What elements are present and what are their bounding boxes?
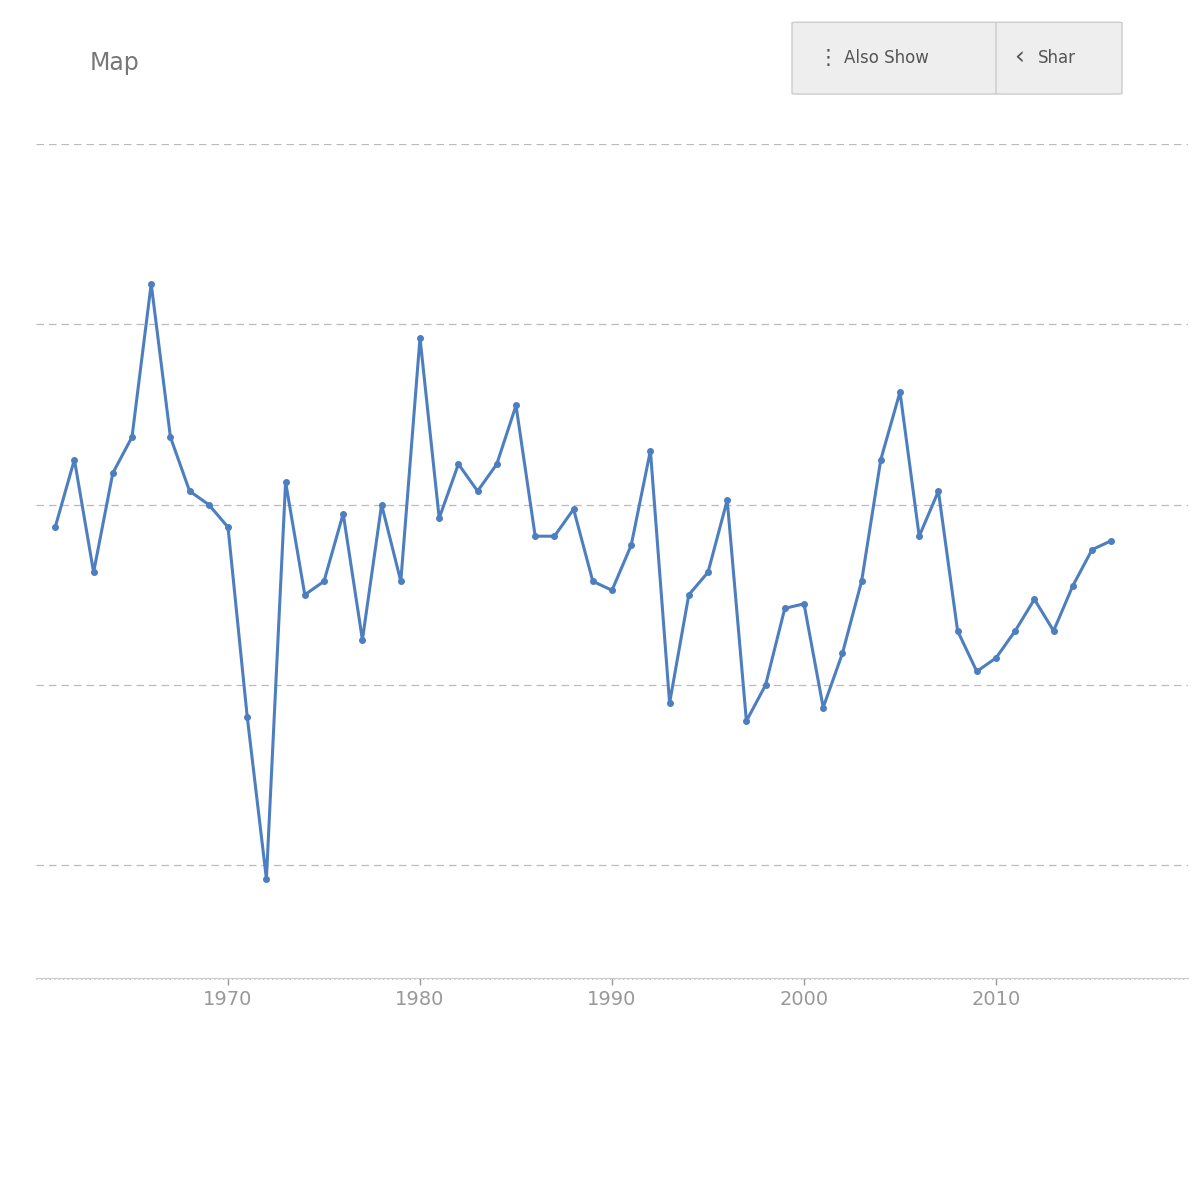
Text: Also Show: Also Show: [844, 49, 929, 67]
FancyBboxPatch shape: [996, 23, 1122, 94]
Text: ‹: ‹: [1014, 46, 1024, 70]
Text: ⋮: ⋮: [817, 48, 838, 68]
Text: Map: Map: [90, 50, 139, 74]
Text: Shar: Shar: [1038, 49, 1076, 67]
FancyBboxPatch shape: [792, 23, 998, 94]
